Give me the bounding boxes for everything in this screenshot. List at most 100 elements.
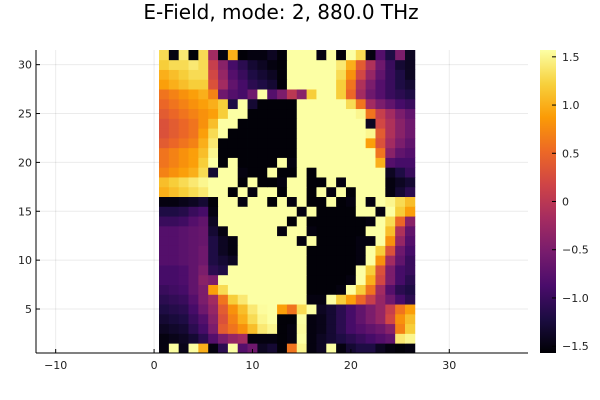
heatmap-cell xyxy=(375,343,386,354)
y-tick-label: 30 xyxy=(18,59,32,72)
heatmap-cell xyxy=(365,235,376,246)
heatmap-cell xyxy=(198,294,209,305)
heatmap-cell xyxy=(326,128,337,139)
heatmap-cell xyxy=(237,118,248,129)
heatmap-cell xyxy=(336,108,347,119)
heatmap-cell xyxy=(218,206,229,217)
heatmap-cell xyxy=(208,245,219,256)
heatmap-cell xyxy=(198,69,209,80)
heatmap-cell xyxy=(227,177,239,188)
y-tick-label: 15 xyxy=(18,205,32,218)
heatmap-cell xyxy=(326,59,337,70)
heatmap-cell xyxy=(405,284,416,295)
heatmap-cell xyxy=(257,235,268,246)
heatmap-cell xyxy=(355,50,367,61)
heatmap-cell xyxy=(267,265,278,276)
heatmap-cell xyxy=(198,206,209,217)
heatmap-cell xyxy=(286,265,298,276)
heatmap-cell xyxy=(198,313,209,325)
heatmap-cell xyxy=(316,304,327,315)
heatmap-cell xyxy=(296,313,307,325)
heatmap-cell xyxy=(316,137,327,149)
heatmap-cell xyxy=(208,98,219,110)
heatmap-cell xyxy=(159,167,170,178)
heatmap-cell xyxy=(237,333,248,344)
colorbar-tick-label: 0 xyxy=(562,196,569,209)
heatmap-cell xyxy=(345,157,357,168)
heatmap-cell xyxy=(168,50,180,61)
heatmap-cell xyxy=(286,294,298,305)
heatmap-cell xyxy=(405,304,416,315)
heatmap-cell xyxy=(355,69,367,80)
heatmap-cell xyxy=(306,108,317,119)
heatmap-cell xyxy=(277,89,288,100)
heatmap-cell xyxy=(237,98,248,110)
heatmap-cell xyxy=(355,255,367,266)
heatmap-cell xyxy=(296,225,307,237)
heatmap-cell xyxy=(237,167,248,178)
heatmap-cell xyxy=(405,147,416,158)
heatmap-cell xyxy=(336,128,347,139)
heatmap-cell xyxy=(395,108,406,119)
heatmap-cell xyxy=(159,323,170,334)
heatmap-cell xyxy=(385,343,396,354)
heatmap-cell xyxy=(395,333,406,344)
heatmap-cell xyxy=(247,274,258,285)
heatmap-cell xyxy=(237,294,248,305)
heatmap-cell xyxy=(277,137,288,149)
heatmap-cell xyxy=(188,98,199,110)
heatmap-cell xyxy=(375,147,386,158)
heatmap-cell xyxy=(227,128,239,139)
heatmap-cell xyxy=(237,186,248,198)
heatmap-cell xyxy=(237,157,248,168)
heatmap-cell xyxy=(296,206,307,217)
heatmap-cell xyxy=(168,235,180,246)
heatmap-cell xyxy=(326,333,337,344)
heatmap-cell xyxy=(227,147,239,158)
heatmap-cell xyxy=(345,313,357,325)
heatmap-cell xyxy=(208,147,219,158)
heatmap-cell xyxy=(365,265,376,276)
heatmap-cell xyxy=(306,50,317,61)
heatmap-cell xyxy=(237,284,248,295)
heatmap-cell xyxy=(385,128,396,139)
heatmap-cell xyxy=(267,157,278,168)
heatmap-cell xyxy=(267,147,278,158)
heatmap-cell xyxy=(218,216,229,227)
heatmap-cell xyxy=(277,274,288,285)
heatmap-cell xyxy=(355,294,367,305)
heatmap-cell xyxy=(247,167,258,178)
heatmap-cell xyxy=(227,294,239,305)
heatmap-cell xyxy=(365,147,376,158)
heatmap-cell xyxy=(218,343,229,354)
heatmap-cell xyxy=(159,157,170,168)
heatmap-cell xyxy=(218,323,229,334)
heatmap-cell xyxy=(355,225,367,237)
heatmap-cell xyxy=(375,245,386,256)
heatmap-cell xyxy=(306,186,317,198)
heatmap-cell xyxy=(247,313,258,325)
heatmap-cell xyxy=(237,235,248,246)
heatmap-cell xyxy=(218,157,229,168)
heatmap-cell xyxy=(385,196,396,207)
heatmap-cell xyxy=(286,177,298,188)
heatmap-cell xyxy=(326,177,337,188)
heatmap-cell xyxy=(296,294,307,305)
colorbar: 1.5 1.0 0.5 0 −0.5 −1.0 −1.5 xyxy=(540,50,589,353)
heatmap-cell xyxy=(306,137,317,149)
heatmap-cell xyxy=(286,108,298,119)
heatmap-cell xyxy=(257,108,268,119)
heatmap-cell xyxy=(237,323,248,334)
heatmap-cell xyxy=(267,333,278,344)
heatmap-cell xyxy=(306,79,317,90)
heatmap-cell xyxy=(365,216,376,227)
heatmap-cell xyxy=(159,137,170,149)
heatmap-cell xyxy=(316,265,327,276)
heatmap-cell xyxy=(257,304,268,315)
heatmap-cell xyxy=(326,313,337,325)
heatmap-cell xyxy=(237,313,248,325)
x-tick-label: 10 xyxy=(245,359,259,372)
heatmap-cell xyxy=(178,69,189,80)
heatmap-cell xyxy=(277,98,288,110)
heatmap-cell xyxy=(188,304,199,315)
